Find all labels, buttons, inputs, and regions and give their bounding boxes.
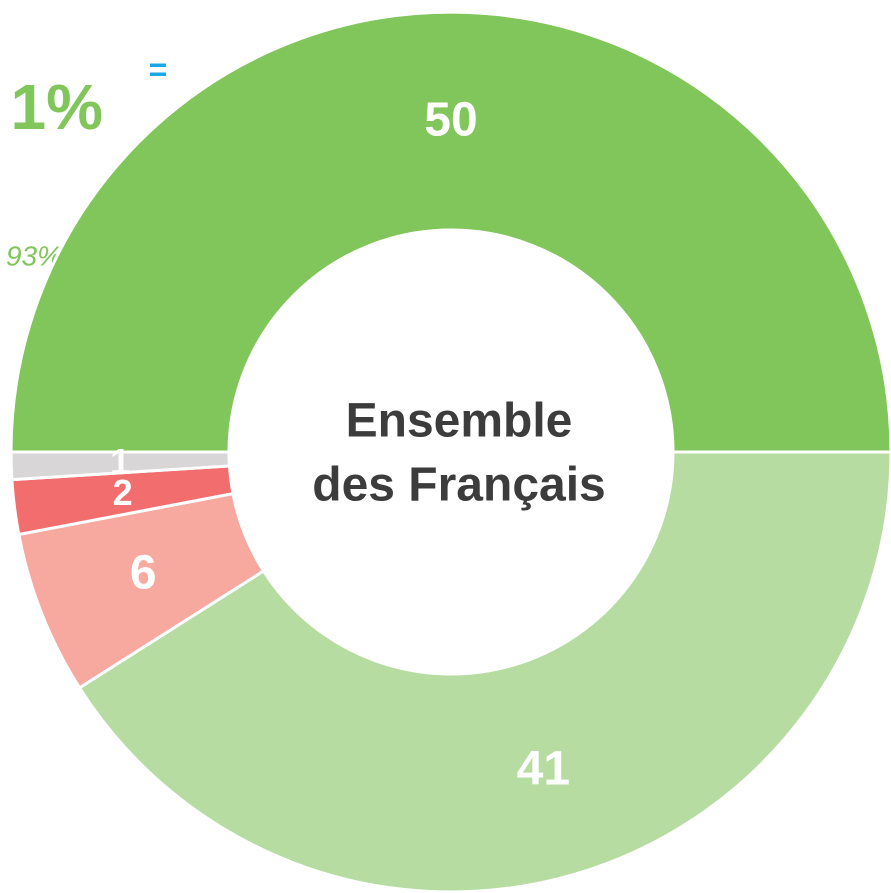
value-label: 41 [517, 743, 570, 796]
annotation-share: 1% [11, 71, 104, 143]
value-label: 1 [110, 441, 130, 482]
value-label: 2 [113, 472, 133, 513]
center-label: des Français [312, 459, 605, 512]
donut: 50 41 6 21 [9, 10, 891, 893]
donut-segment [9, 10, 891, 454]
value-label: 6 [130, 547, 157, 600]
center-label: Ensemble [346, 395, 573, 448]
donut-segment [77, 450, 891, 893]
donut-segment [9, 450, 232, 482]
value-label: 50 [424, 94, 477, 147]
annotation-trend: = [149, 51, 168, 87]
